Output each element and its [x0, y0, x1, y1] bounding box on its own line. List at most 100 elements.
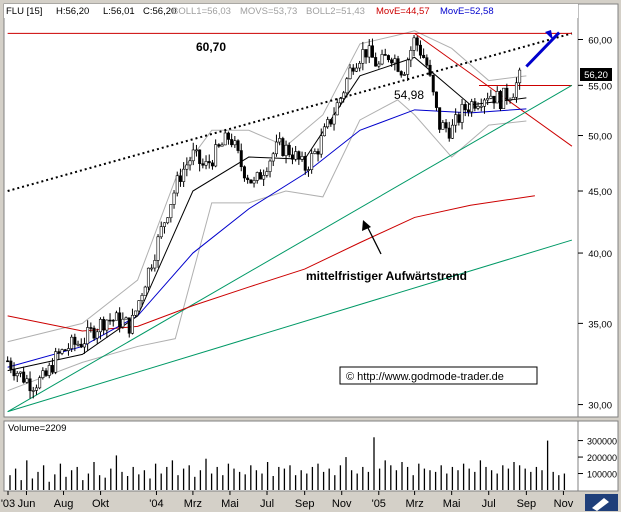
candle-body	[486, 98, 490, 101]
candle-body	[444, 122, 448, 129]
candle-body	[166, 217, 170, 224]
candle-body	[489, 95, 493, 99]
volume-title: Volume=2209	[8, 423, 66, 434]
candle-body	[268, 160, 272, 172]
candle-body	[284, 144, 288, 156]
candle-body	[66, 348, 70, 351]
bollinger-lower-line	[7, 99, 527, 392]
candle-body	[316, 151, 320, 155]
candle-body	[447, 127, 451, 139]
candle-body	[6, 360, 10, 363]
candle-body	[73, 336, 77, 345]
copyright-box	[339, 366, 538, 385]
candle-body	[210, 162, 214, 167]
volume-tick-label: 100000	[587, 470, 617, 480]
candle-body	[498, 91, 502, 109]
candle-body	[329, 119, 333, 125]
time-tick-label: Sep	[295, 498, 315, 510]
candle-body	[396, 58, 400, 72]
candle-body	[121, 318, 125, 328]
candle-body	[89, 327, 93, 329]
candle-body	[162, 222, 166, 227]
last-price-badge	[580, 68, 612, 81]
candle-body	[127, 317, 131, 334]
boll2-label: BOLL2=51,43	[306, 6, 365, 17]
candle-body	[150, 267, 154, 270]
candle-body	[50, 365, 54, 373]
candle-body	[300, 156, 304, 160]
candle-body	[454, 114, 458, 126]
move-red-label: MovE=44,57	[376, 6, 430, 17]
candle-body	[374, 57, 378, 67]
volume-tick-label: 200000	[587, 453, 617, 463]
volume-bars: Volume=2209 100000 200000 300000	[8, 423, 617, 490]
candle-body	[415, 37, 419, 46]
price-tick-label: 45,00	[588, 187, 612, 198]
candle-body	[364, 49, 368, 58]
candle-body	[412, 37, 416, 51]
time-tick-label: Aug	[54, 498, 74, 510]
candle-body	[137, 300, 141, 312]
symbol-label: FLU [15]	[6, 6, 42, 17]
downtrend-resistance	[414, 32, 573, 147]
candle-body	[470, 101, 474, 113]
candle-body	[482, 99, 486, 107]
candle-body	[182, 168, 186, 182]
candle-body	[188, 160, 192, 166]
candle-body	[236, 140, 240, 151]
annotations: 60,70 54,98 mittelfristiger Aufwärtstrend ©…	[196, 30, 612, 385]
candle-body	[252, 180, 256, 184]
time-tick-label: Jun	[18, 498, 36, 510]
candle-body	[262, 175, 266, 180]
time-tick-label: Mrz	[405, 498, 423, 510]
candle-body	[105, 319, 109, 331]
candle-body	[108, 319, 112, 322]
time-tick-label: Okt	[92, 498, 109, 510]
candle-body	[140, 295, 144, 301]
candle-body	[358, 63, 362, 69]
candle-body	[425, 57, 429, 66]
candle-body	[434, 91, 438, 108]
candle-body	[348, 67, 352, 80]
time-tick-label: Mrz	[184, 498, 202, 510]
candle-body	[60, 349, 64, 354]
time-tick-label: Nov	[554, 498, 574, 510]
candle-body	[169, 204, 173, 219]
series-line	[7, 108, 527, 368]
candle-body	[294, 151, 298, 160]
time-axis-strip	[0, 493, 621, 512]
trend-pointer-arrowhead	[362, 220, 371, 231]
candle-body	[118, 312, 122, 328]
time-tick-label: Jul	[260, 498, 274, 510]
time-tick-label: '04	[149, 498, 163, 510]
series-line	[7, 195, 535, 332]
candle-body	[511, 96, 515, 100]
candle-body	[380, 54, 384, 65]
candle-body	[422, 54, 426, 59]
price-tick-label: 55,00	[588, 81, 612, 92]
price-panel	[3, 3, 579, 418]
candle-body	[290, 154, 294, 160]
candle-body	[457, 114, 461, 123]
candle-body	[354, 67, 358, 72]
candle-body	[239, 150, 243, 168]
mid-term-uptrend	[7, 84, 573, 413]
price-tick-label: 50,00	[588, 132, 612, 143]
time-tick-label: '03	[1, 498, 15, 510]
candle-body	[146, 267, 150, 288]
time-tick-label: Nov	[332, 498, 352, 510]
trend-pointer-arrow	[366, 225, 382, 255]
candle-body	[9, 360, 13, 370]
candle-body	[281, 138, 285, 156]
candle-body	[518, 69, 522, 84]
candle-body	[313, 151, 317, 154]
candle-body	[502, 87, 506, 109]
candle-body	[54, 351, 58, 373]
candle-body	[255, 172, 259, 181]
candle-body	[258, 172, 262, 180]
bollinger-upper-line	[7, 30, 527, 343]
volume-tick-label: 300000	[587, 437, 617, 447]
candle-body	[79, 343, 83, 348]
price-axis-panel	[577, 3, 619, 418]
candle-body	[492, 95, 496, 104]
